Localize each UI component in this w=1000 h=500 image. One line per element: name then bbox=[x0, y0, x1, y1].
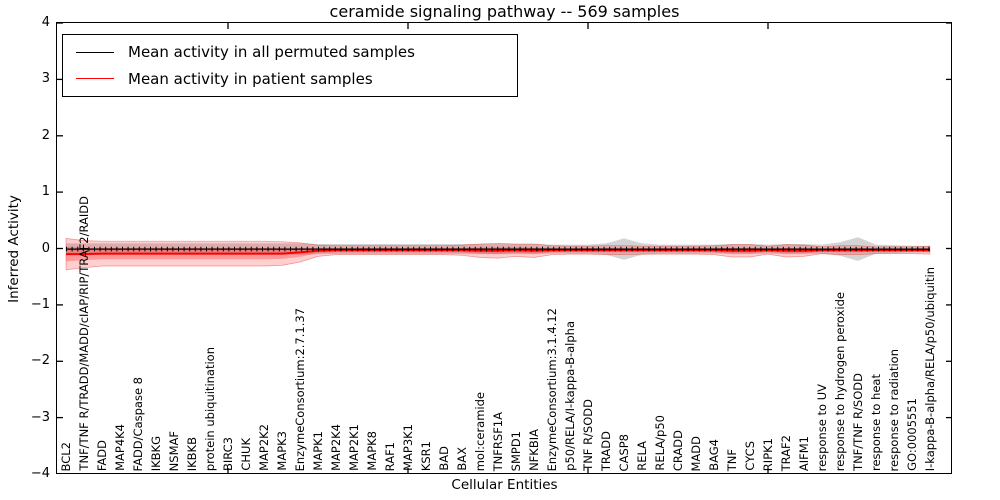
x-tick-label: I-kappa-B-alpha/RELA/p50/ubiquitin bbox=[923, 266, 937, 471]
x-tick-label: MAP4K4 bbox=[113, 424, 127, 471]
patient-distribution-band bbox=[65, 238, 931, 271]
x-tick-label: TRADD bbox=[599, 430, 613, 471]
y-tick-label: −4 bbox=[30, 466, 50, 481]
x-tick-label: BAG4 bbox=[707, 439, 721, 471]
y-tick-label: 2 bbox=[41, 127, 50, 143]
x-tick-label: IKBKB bbox=[185, 436, 199, 471]
x-tick-label: TNFRSF1A bbox=[491, 411, 505, 471]
x-tick-label: EnzymeConsortium:3.1.4.12 bbox=[545, 307, 559, 471]
chart-svg bbox=[57, 22, 952, 475]
y-tick-label: −3 bbox=[30, 409, 50, 425]
x-tick-label: RELA/p50 bbox=[653, 415, 667, 471]
x-tick-label: MAPK8 bbox=[365, 431, 379, 471]
x-tick-label: TNF R/SODD bbox=[581, 399, 595, 471]
y-tick-label: 4 bbox=[41, 15, 50, 30]
x-tick-label: MAP2K4 bbox=[329, 424, 343, 471]
permuted-line-swatch bbox=[76, 51, 114, 53]
x-tick-label: IKBKG bbox=[149, 435, 163, 471]
chart-title: ceramide signaling pathway -- 569 sample… bbox=[329, 2, 680, 21]
x-tick-label: CHUK bbox=[239, 438, 253, 471]
y-tick-label: 1 bbox=[41, 184, 50, 200]
x-tick-label: response to radiation bbox=[887, 348, 901, 471]
x-tick-label: KSR1 bbox=[419, 440, 433, 471]
patient-line-swatch bbox=[76, 78, 114, 80]
x-tick-label: MAP3K1 bbox=[401, 424, 415, 471]
x-tick-label: protein ubiquitination bbox=[203, 346, 217, 471]
x-tick-label: NFKBIA bbox=[527, 429, 541, 471]
x-tick-label: GO:0005551 bbox=[905, 398, 919, 471]
x-tick-label: p50/RELA/I-kappa-B-alpha bbox=[563, 321, 577, 471]
x-tick-label: TNF/TNF R/TRADD/MADD/cIAP/RIP/TRAF2/RAID… bbox=[77, 196, 91, 471]
x-tick-label: response to UV bbox=[815, 383, 829, 471]
y-tick-label: −1 bbox=[30, 296, 50, 312]
x-tick-label: CASP8 bbox=[617, 433, 631, 471]
x-tick-label: BIRC3 bbox=[221, 436, 235, 471]
legend-label-permuted: Mean activity in all permuted samples bbox=[128, 43, 415, 62]
x-tick-label: mol:ceramide bbox=[473, 391, 487, 471]
x-tick-label: RIPK1 bbox=[761, 437, 775, 471]
x-axis-label: Cellular Entities bbox=[451, 477, 558, 493]
x-tick-label: FADD bbox=[95, 439, 109, 471]
x-tick-label: MAPK3 bbox=[275, 431, 289, 471]
legend-row-permuted: Mean activity in all permuted samples bbox=[63, 43, 517, 61]
x-tick-label: TNF bbox=[725, 448, 739, 471]
x-tick-label: TNF/TNF R/SODD bbox=[851, 373, 865, 471]
x-tick-label: response to hydrogen peroxide bbox=[833, 291, 847, 471]
x-tick-label: BAD bbox=[437, 446, 451, 471]
y-tick-label: 0 bbox=[41, 240, 50, 256]
y-tick-label: 3 bbox=[41, 71, 50, 87]
x-tick-label: MADD bbox=[689, 435, 703, 472]
x-tick-label: response to heat bbox=[869, 373, 883, 471]
x-tick-label: AIFM1 bbox=[797, 435, 811, 471]
x-tick-label: BAX bbox=[455, 447, 469, 471]
x-tick-label: BCL2 bbox=[59, 441, 73, 471]
legend: Mean activity in all permuted samples Me… bbox=[62, 34, 518, 97]
x-tick-label: RELA bbox=[635, 441, 649, 471]
x-tick-label: CRADD bbox=[671, 429, 685, 471]
x-tick-label: EnzymeConsortium:2.7.1.37 bbox=[293, 307, 307, 471]
x-tick-label: MAP2K2 bbox=[257, 424, 271, 471]
x-tick-label: CYCS bbox=[743, 441, 757, 471]
x-tick-label: RAF1 bbox=[383, 441, 397, 471]
y-tick-label: −2 bbox=[30, 353, 50, 369]
x-tick-label: SMPD1 bbox=[509, 430, 523, 471]
legend-row-patient: Mean activity in patient samples bbox=[63, 70, 517, 88]
x-tick-label: MAPK1 bbox=[311, 431, 325, 471]
legend-label-patient: Mean activity in patient samples bbox=[128, 69, 373, 88]
x-tick-label: NSMAF bbox=[167, 430, 181, 471]
x-tick-label: TRAF2 bbox=[779, 434, 793, 471]
x-tick-label: MAP2K1 bbox=[347, 424, 361, 471]
chart-plot-area bbox=[57, 22, 952, 475]
x-tick-label: FADD/Caspase 8 bbox=[131, 376, 145, 471]
